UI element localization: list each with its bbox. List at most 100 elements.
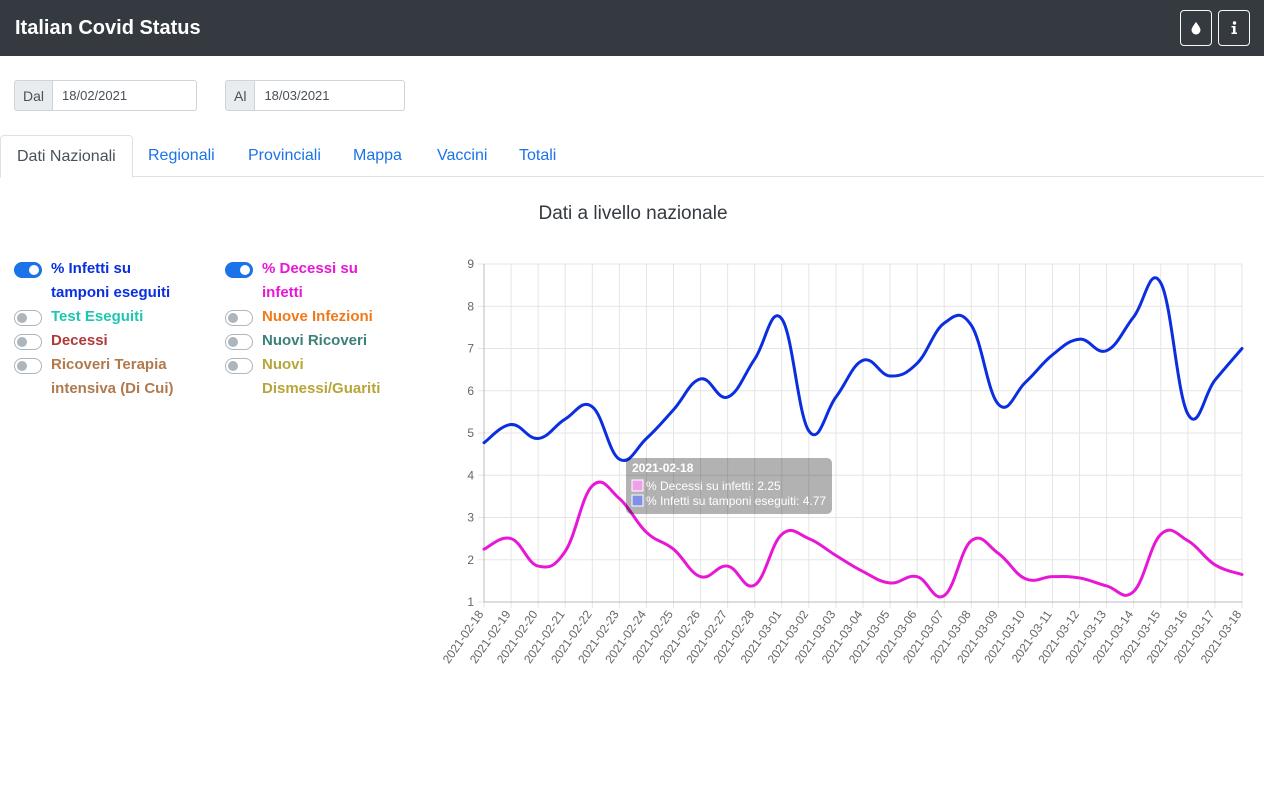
toggle-label: Nuovi Dismessi/Guariti bbox=[262, 353, 380, 401]
tooltip-swatch bbox=[631, 494, 644, 507]
y-tick-label: 7 bbox=[467, 342, 474, 356]
tooltip-box bbox=[626, 458, 832, 514]
toggle-label-line: Ricoveri Terapia bbox=[51, 356, 167, 373]
tab-bar: Dati Nazionali Regionali Provinciali Map… bbox=[0, 135, 1264, 178]
x-tick-label: 2021-03-07 bbox=[900, 607, 947, 666]
tab-mappa[interactable]: Mappa bbox=[353, 147, 402, 164]
toggle-knob bbox=[17, 361, 27, 371]
toggle-switch[interactable] bbox=[14, 262, 42, 278]
y-tick-label: 1 bbox=[467, 595, 474, 609]
series-line bbox=[482, 480, 1244, 599]
date-to-group: Al bbox=[225, 80, 406, 111]
tooltip-line: % Decessi su infetti: 2.25 bbox=[646, 479, 781, 493]
y-tick-label: 6 bbox=[467, 384, 474, 398]
x-tick-label: 2021-03-14 bbox=[1089, 607, 1136, 666]
tab-totali[interactable]: Totali bbox=[519, 147, 557, 164]
y-tick-label: 9 bbox=[467, 257, 474, 271]
toggle-label-line: Nuovi Ricoveri bbox=[262, 332, 368, 349]
theme-toggle-button[interactable] bbox=[1180, 10, 1212, 46]
info-button[interactable] bbox=[1218, 10, 1250, 46]
tab-regionali[interactable]: Regionali bbox=[148, 147, 215, 164]
x-tick-label: 2021-03-02 bbox=[765, 607, 812, 666]
series-line bbox=[482, 276, 1244, 463]
toggle-knob bbox=[29, 265, 39, 275]
series-toggle: Test Eseguiti bbox=[14, 308, 143, 329]
toggle-switch[interactable] bbox=[225, 358, 253, 374]
droplet-icon bbox=[1191, 22, 1201, 35]
x-tick-label: 2021-03-01 bbox=[738, 607, 785, 666]
toggle-label-line: % Infetti su bbox=[51, 260, 132, 277]
toggle-knob bbox=[17, 337, 27, 347]
toggle-knob bbox=[228, 313, 238, 323]
x-tick-label: 2021-02-23 bbox=[575, 607, 622, 666]
x-tick-label: 2021-03-16 bbox=[1144, 607, 1191, 666]
series-toggle: % Infetti su tamponi eseguiti bbox=[14, 260, 170, 305]
date-to-input[interactable] bbox=[254, 80, 406, 111]
tab-dati-nazionali[interactable]: Dati Nazionali bbox=[0, 135, 133, 178]
toggle-label-line: % Decessi su bbox=[262, 260, 358, 277]
x-tick-label: 2021-03-15 bbox=[1117, 607, 1164, 666]
y-tick-label: 5 bbox=[467, 426, 474, 440]
y-tick-label: 4 bbox=[467, 468, 474, 482]
x-tick-label: 2021-02-19 bbox=[467, 607, 514, 666]
tooltip-title: 2021-02-18 bbox=[632, 461, 694, 475]
series-toggle: % Decessi su infetti bbox=[225, 260, 358, 305]
toggle-switch[interactable] bbox=[225, 334, 253, 350]
toggle-label: % Infetti su tamponi eseguiti bbox=[51, 257, 170, 305]
toggle-switch[interactable] bbox=[14, 310, 42, 326]
toggle-switch[interactable] bbox=[14, 334, 42, 350]
toggle-knob bbox=[228, 337, 238, 347]
toggle-label-line: tamponi eseguiti bbox=[51, 284, 171, 301]
y-tick-label: 8 bbox=[467, 299, 474, 313]
toggle-label-line: Nuovi bbox=[262, 356, 304, 373]
x-tick-label: 2021-02-20 bbox=[494, 607, 541, 666]
x-tick-label: 2021-03-09 bbox=[954, 607, 1001, 666]
app-title: Italian Covid Status bbox=[15, 16, 201, 39]
toggle-switch[interactable] bbox=[14, 358, 42, 374]
top-navbar: Italian Covid Status bbox=[0, 0, 1264, 56]
date-to-label: Al bbox=[225, 80, 255, 111]
x-tick-label: 2021-02-25 bbox=[629, 607, 676, 666]
tab-provinciali[interactable]: Provinciali bbox=[248, 147, 321, 164]
x-tick-label: 2021-02-24 bbox=[602, 607, 649, 666]
toggle-label-line: Dismessi/Guariti bbox=[262, 380, 381, 397]
toggle-knob bbox=[240, 265, 250, 275]
toggle-switch[interactable] bbox=[225, 262, 253, 278]
toggle-label: Test Eseguiti bbox=[51, 305, 143, 329]
x-tick-label: 2021-02-22 bbox=[548, 607, 595, 666]
toggle-label: Ricoveri Terapia intensiva (Di Cui) bbox=[51, 353, 174, 401]
series-toggle: Ricoveri Terapia intensiva (Di Cui) bbox=[14, 356, 174, 401]
toggle-label: Nuove Infezioni bbox=[262, 305, 373, 329]
toggle-knob bbox=[228, 361, 238, 371]
toggle-label: Nuovi Ricoveri bbox=[262, 329, 367, 353]
toggle-label: Decessi bbox=[51, 329, 108, 353]
x-tick-label: 2021-02-27 bbox=[683, 607, 730, 666]
x-tick-label: 2021-02-18 bbox=[440, 607, 487, 666]
tooltip-line: % Infetti su tamponi eseguiti: 4.77 bbox=[646, 494, 826, 508]
series-toggle: Nuove Infezioni bbox=[225, 308, 373, 329]
date-from-input[interactable] bbox=[52, 80, 198, 111]
x-tick-label: 2021-03-04 bbox=[819, 607, 866, 666]
toggle-label-line: Nuove Infezioni bbox=[262, 308, 373, 325]
toggle-label-line: infetti bbox=[262, 284, 303, 301]
y-tick-label: 2 bbox=[467, 553, 474, 567]
tooltip-swatch bbox=[631, 479, 644, 492]
x-tick-label: 2021-03-17 bbox=[1171, 607, 1218, 666]
x-tick-label: 2021-02-28 bbox=[710, 607, 757, 666]
toggle-label: % Decessi su infetti bbox=[262, 257, 358, 305]
toggle-label-line: Test Eseguiti bbox=[51, 308, 144, 325]
x-tick-label: 2021-03-05 bbox=[846, 607, 893, 666]
x-tick-label: 2021-02-21 bbox=[521, 607, 568, 666]
series-toggle: Decessi bbox=[14, 332, 108, 353]
chart-title: Dati a livello nazionale bbox=[538, 203, 728, 224]
toggle-switch[interactable] bbox=[225, 310, 253, 326]
x-tick-label: 2021-03-11 bbox=[1009, 607, 1055, 665]
toggle-label-line: Decessi bbox=[51, 332, 108, 349]
x-tick-label: 2021-02-26 bbox=[656, 607, 703, 666]
y-tick-label: 3 bbox=[467, 511, 474, 525]
series-toggle: Nuovi Ricoveri bbox=[225, 332, 367, 353]
tab-vaccini[interactable]: Vaccini bbox=[437, 147, 488, 164]
x-tick-label: 2021-03-08 bbox=[927, 607, 974, 666]
date-from-label: Dal bbox=[14, 80, 53, 111]
